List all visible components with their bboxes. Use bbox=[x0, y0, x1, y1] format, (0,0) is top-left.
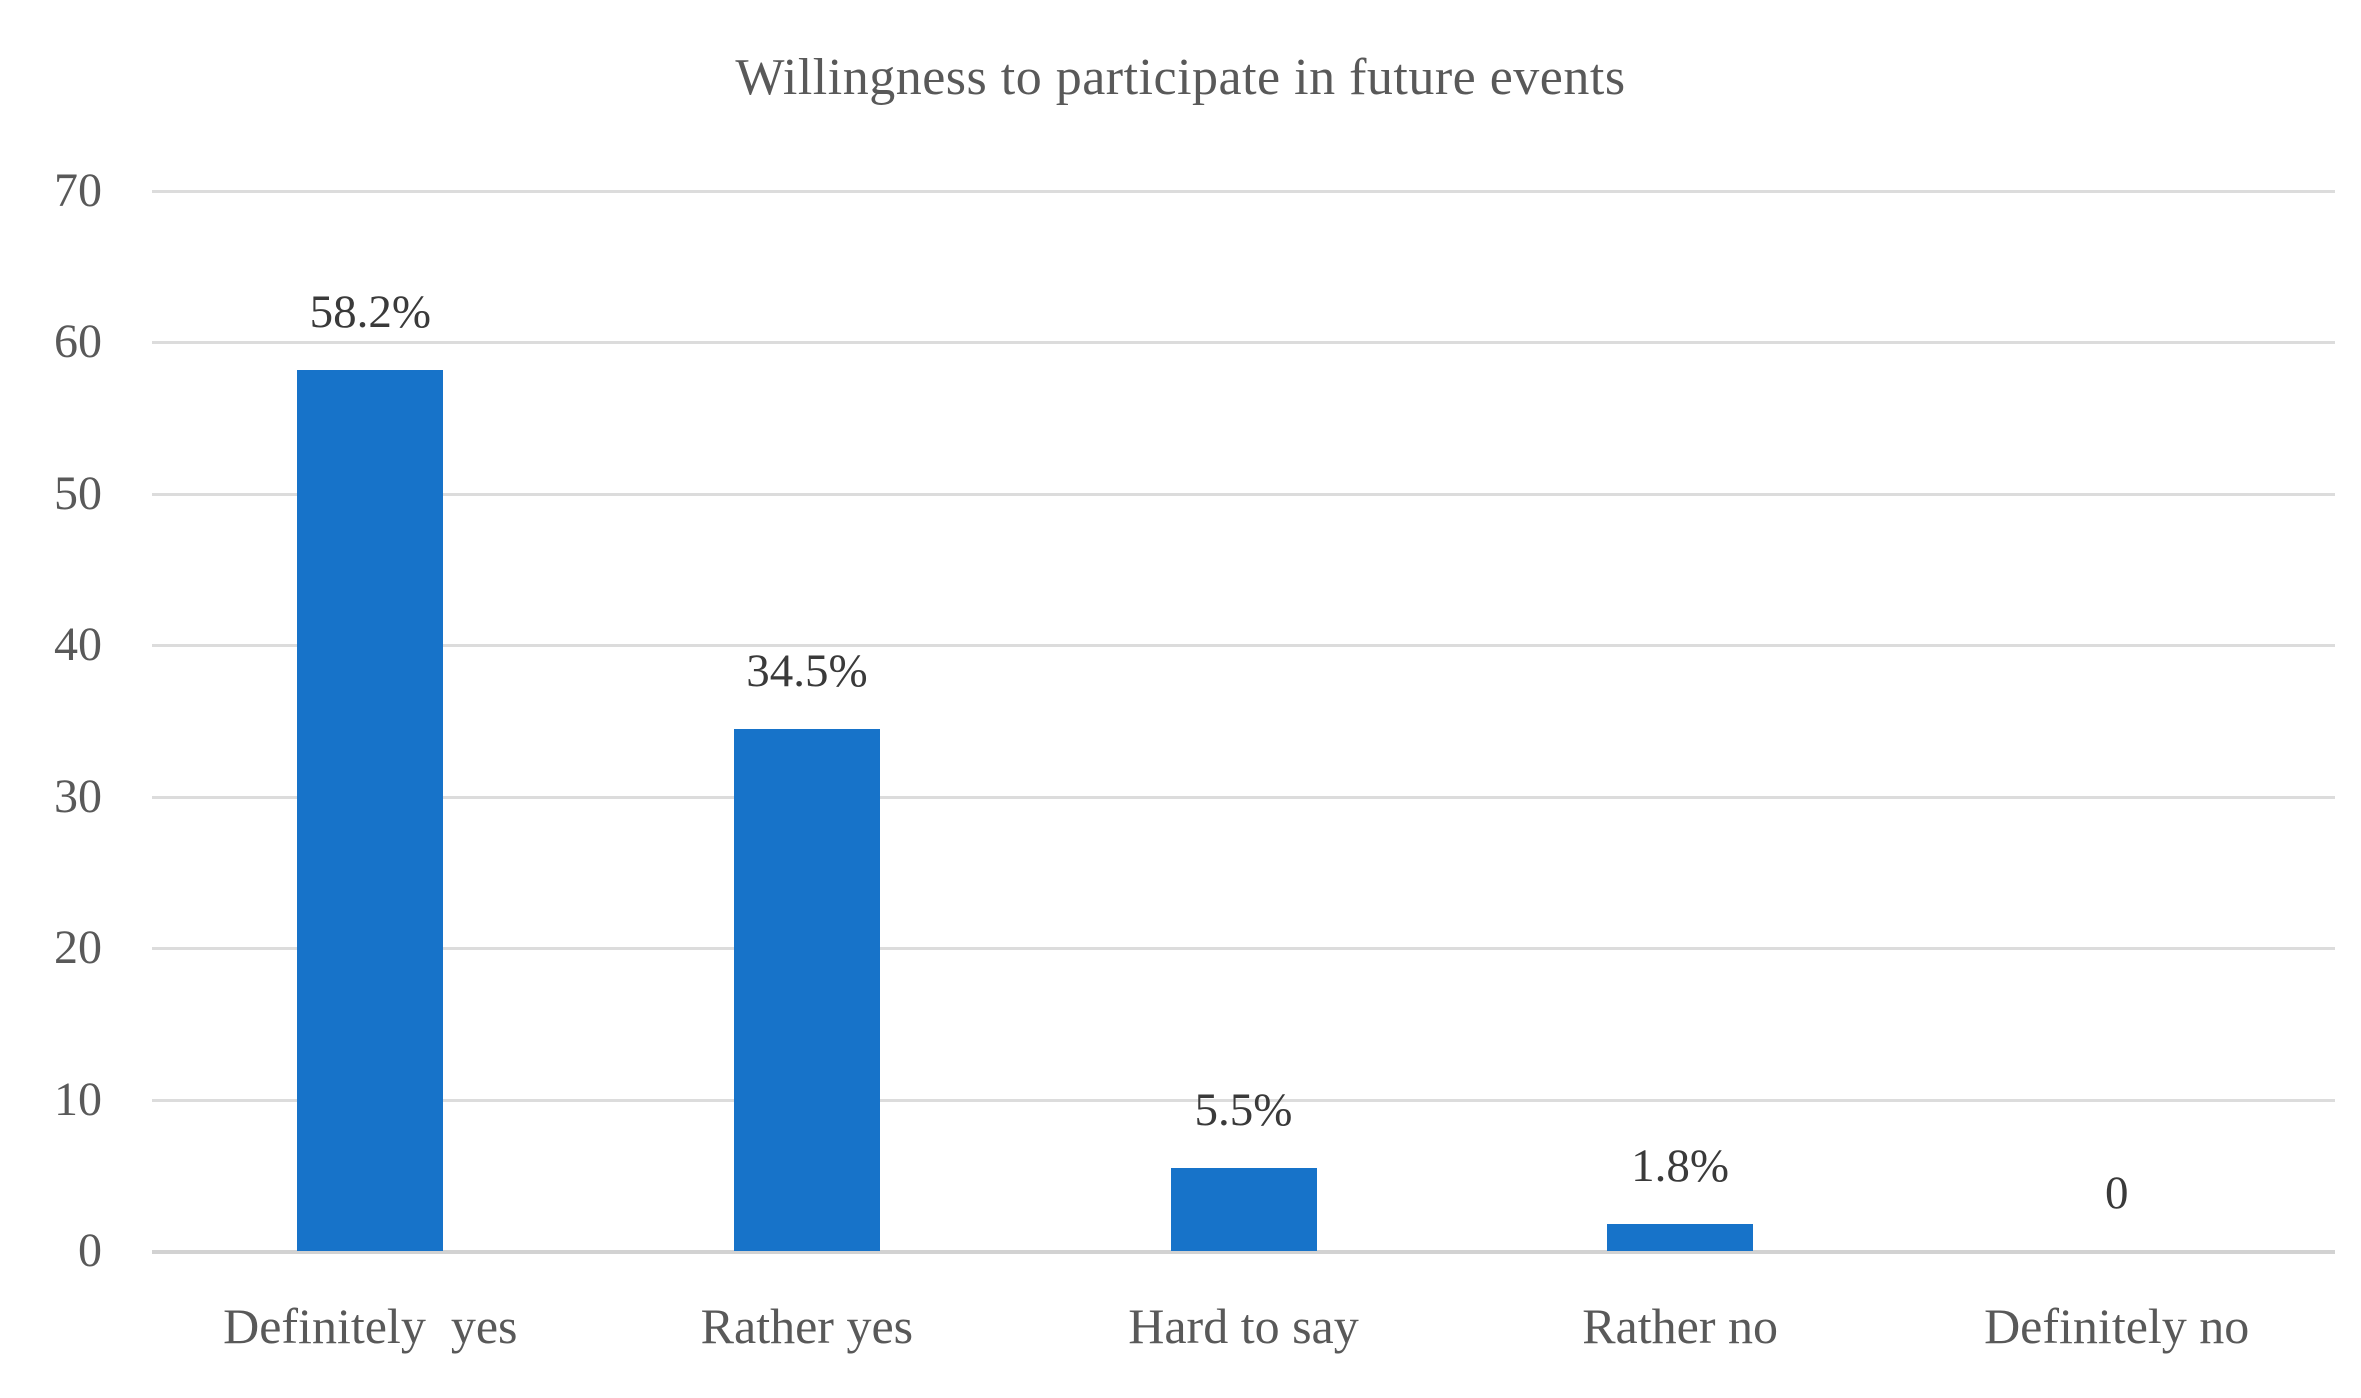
y-tick-label: 20 bbox=[54, 921, 102, 975]
y-tick-label: 50 bbox=[54, 466, 102, 520]
bar-value-label: 34.5% bbox=[746, 644, 868, 697]
bar bbox=[297, 369, 444, 1251]
bar bbox=[1170, 1167, 1317, 1251]
bar bbox=[733, 728, 880, 1251]
gridline bbox=[152, 795, 2335, 799]
bar bbox=[1607, 1223, 1754, 1251]
y-tick-label: 0 bbox=[78, 1224, 102, 1277]
y-tick-label: 70 bbox=[54, 164, 102, 217]
y-tick-label: 10 bbox=[54, 1072, 102, 1126]
gridline bbox=[152, 190, 2335, 193]
x-axis-line bbox=[152, 1250, 2335, 1254]
chart-title: Willingness to participate in future eve… bbox=[735, 49, 1626, 106]
bar-value-label: 58.2% bbox=[309, 285, 431, 338]
category-label: Rather yes bbox=[700, 1298, 914, 1354]
category-label: Hard to say bbox=[1128, 1298, 1359, 1354]
category-label: Definitely yes bbox=[223, 1298, 518, 1354]
bar-value-label: 5.5% bbox=[1194, 1083, 1293, 1136]
y-tick-label: 30 bbox=[54, 769, 102, 823]
category-label: Rather no bbox=[1582, 1298, 1778, 1354]
gridline bbox=[152, 341, 2335, 345]
category-label: Definitely no bbox=[1984, 1298, 2250, 1354]
y-tick-label: 40 bbox=[54, 618, 102, 672]
gridline bbox=[152, 947, 2335, 951]
gridline bbox=[152, 644, 2335, 648]
bar-value-label: 1.8% bbox=[1631, 1139, 1730, 1192]
y-tick-label: 60 bbox=[54, 315, 102, 369]
bar-value-label: 0 bbox=[2104, 1167, 2129, 1219]
gridline bbox=[152, 1098, 2335, 1102]
gridline bbox=[152, 492, 2335, 496]
